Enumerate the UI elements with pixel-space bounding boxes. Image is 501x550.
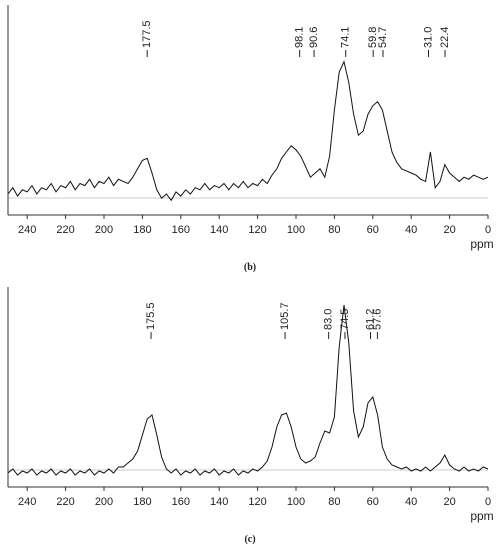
x-tick-label: 120 xyxy=(248,224,266,236)
peak-label: 83.0 xyxy=(323,309,335,330)
x-tick-label: 0 xyxy=(485,224,491,236)
x-tick-label: 60 xyxy=(367,496,379,508)
peak-label: 54.7 xyxy=(377,27,389,48)
panel: 240 220 200 180 160 140 120 100 80 60 40 20 0ppm(b)1… xyxy=(7,5,494,273)
spectrum-line xyxy=(7,304,489,476)
x-tick-label: 140 xyxy=(210,496,228,508)
x-tick-label: 180 xyxy=(133,496,151,508)
x-tick-label: 100 xyxy=(287,224,305,236)
x-tick-label: 240 xyxy=(18,496,36,508)
x-tick-label: 220 xyxy=(56,224,74,236)
x-tick-label: 100 xyxy=(287,496,305,508)
panel: 240 220 200 180 160 140 120 100 80 60 40 20 0ppm(c)1… xyxy=(7,287,494,545)
peak-label: 61.2 xyxy=(364,309,376,330)
peak-label: 105.7 xyxy=(279,302,291,330)
peak-label: 175.5 xyxy=(145,302,157,330)
x-tick-label: 40 xyxy=(405,496,417,508)
x-tick-label: 40 xyxy=(405,224,417,236)
x-tick-label: 0 xyxy=(485,496,491,508)
peak-label: 22.4 xyxy=(439,27,451,48)
x-tick-label: 200 xyxy=(95,496,113,508)
spectrum-line xyxy=(7,60,489,202)
x-tick-label: 140 xyxy=(210,224,228,236)
peak-label: 98.1 xyxy=(294,27,306,48)
x-tick-label: 160 xyxy=(172,496,190,508)
x-tick-label: 220 xyxy=(56,496,74,508)
x-tick-label: 180 xyxy=(133,224,151,236)
peak-label: 177.5 xyxy=(141,20,153,48)
caption: (b) xyxy=(244,262,256,273)
x-axis-label: ppm xyxy=(470,237,493,251)
peak-label: 57.6 xyxy=(371,309,383,330)
x-tick-label: 120 xyxy=(248,496,266,508)
peak-label: 74.1 xyxy=(340,27,352,48)
x-axis-label: ppm xyxy=(470,509,493,523)
caption: (c) xyxy=(244,534,255,545)
x-tick-label: 20 xyxy=(443,496,455,508)
peak-label: 90.6 xyxy=(308,27,320,48)
x-tick-label: 160 xyxy=(172,224,190,236)
x-tick-label: 60 xyxy=(367,224,379,236)
x-tick-label: 80 xyxy=(328,496,340,508)
peak-label: 74.5 xyxy=(339,309,351,330)
x-tick-label: 20 xyxy=(443,224,455,236)
x-tick-label: 80 xyxy=(328,224,340,236)
x-tick-label: 200 xyxy=(95,224,113,236)
peak-label: 59.8 xyxy=(367,27,379,48)
x-tick-label: 240 xyxy=(18,224,36,236)
peak-label: 31.0 xyxy=(422,27,434,48)
